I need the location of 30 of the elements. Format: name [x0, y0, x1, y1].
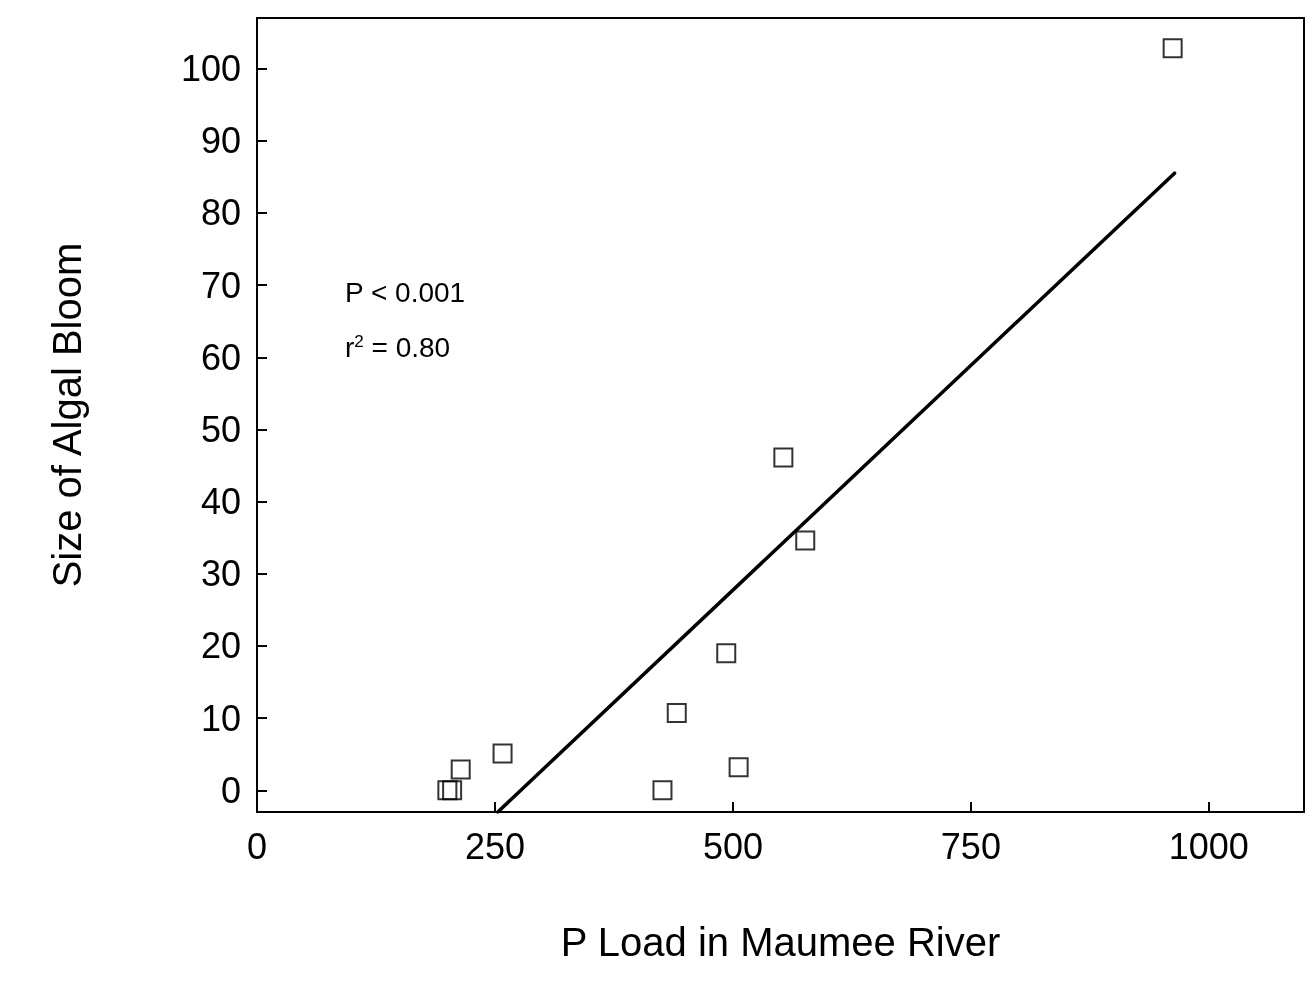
- x-tick-label: 1000: [1168, 825, 1249, 867]
- y-tick-label: 60: [200, 336, 241, 378]
- point: [773, 447, 794, 468]
- y-axis-title: Size of Algal Bloom: [45, 242, 89, 588]
- y-tick-label: 50: [200, 408, 241, 450]
- y-tick-label: 70: [200, 264, 241, 306]
- point: [442, 780, 463, 801]
- y-tick-label: 100: [180, 48, 241, 90]
- point: [1162, 38, 1183, 59]
- y-tick-label: 40: [200, 481, 241, 523]
- annotation: P < 0.001: [345, 276, 466, 308]
- y-tick-label: 90: [200, 120, 241, 162]
- point: [450, 759, 471, 780]
- y-tick-label: 20: [200, 625, 241, 667]
- y-tick-label: 30: [200, 553, 241, 595]
- point: [492, 743, 513, 764]
- point: [437, 780, 458, 801]
- x-tick-label: 250: [464, 825, 525, 867]
- x-axis-title: P Load in Maumee River: [560, 920, 1001, 964]
- point: [666, 703, 687, 724]
- x-tick-label: 750: [940, 825, 1001, 867]
- point: [795, 530, 816, 551]
- point: [652, 780, 673, 801]
- y-tick-label: 80: [200, 192, 241, 234]
- y-tick-label: 0: [220, 769, 241, 811]
- point: [728, 757, 749, 778]
- y-tick-label: 10: [200, 697, 241, 739]
- point: [716, 643, 737, 664]
- x-tick-label: 500: [702, 825, 763, 867]
- x-tick-label: 0: [246, 825, 268, 867]
